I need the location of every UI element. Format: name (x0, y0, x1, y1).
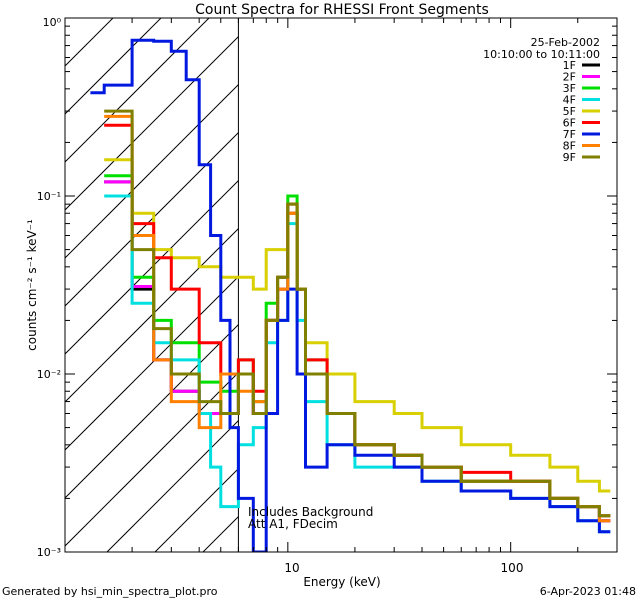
y-tick-label-1e-2: 10⁻² (37, 368, 61, 381)
attenuator-annotation: Att A1, FDecim (248, 517, 338, 531)
hatch-line (106, 420, 239, 552)
legend-label-7f: 7F (563, 128, 576, 141)
y-axis-label: counts cm⁻² s⁻¹ keV⁻¹ (25, 219, 39, 351)
hatch-line (65, 324, 239, 499)
x-tick-label-100: 100 (501, 561, 524, 575)
footer-generated-by: Generated by hsi_min_spectra_plot.pro (2, 585, 218, 598)
series-6f-line (104, 123, 611, 518)
plot-frame (64, 17, 618, 553)
hatch-line (65, 18, 162, 115)
series-1f-line (104, 180, 611, 523)
series-8f-line (104, 114, 611, 523)
time-range-label: 10:10:00 to 10:11:00 (483, 48, 600, 61)
legend-label-4f: 4F (563, 94, 576, 107)
hatch-line (65, 372, 239, 547)
legend-label-3f: 3F (563, 82, 576, 95)
series-3f-line (104, 174, 611, 518)
legend-label-6f: 6F (563, 117, 576, 130)
legend-label-2f: 2F (563, 71, 576, 84)
footer-timestamp: 6-Apr-2023 01:48 (540, 585, 636, 598)
hatch-line (65, 132, 239, 307)
series-9f-line (104, 109, 611, 518)
chart-title: Count Spectra for RHESSI Front Segments (195, 2, 489, 18)
legend-label-1f: 1F (563, 59, 576, 72)
hatch-line (65, 84, 239, 259)
date-label: 25-Feb-2002 (531, 36, 600, 49)
hatch-line (65, 228, 239, 403)
x-axis-label: Energy (keV) (303, 575, 380, 589)
hatch-line (65, 18, 114, 67)
series-5f-line (104, 158, 611, 493)
series-lines (90, 38, 611, 552)
x-tick-label-10: 10 (284, 561, 299, 575)
background-annotation: Includes Background (248, 505, 373, 519)
hatch-line (65, 36, 239, 211)
y-tick-label-1e-1: 10⁻¹ (37, 190, 61, 203)
y-tick-label-1e0: 10⁰ (43, 16, 62, 29)
series-2f-line (104, 180, 611, 523)
hatch-line (202, 516, 239, 552)
legend-label-5f: 5F (563, 105, 576, 118)
hatch-line (154, 468, 239, 552)
series-7f-line (90, 38, 611, 552)
legend-label-8f: 8F (563, 140, 576, 153)
legend-label-9f: 9F (563, 151, 576, 164)
hatched-region (65, 18, 239, 552)
hatch-line (65, 18, 210, 163)
y-tick-label-1e-3: 10⁻³ (37, 546, 61, 559)
axis-ticks (64, 17, 618, 553)
hatch-line (65, 276, 239, 451)
